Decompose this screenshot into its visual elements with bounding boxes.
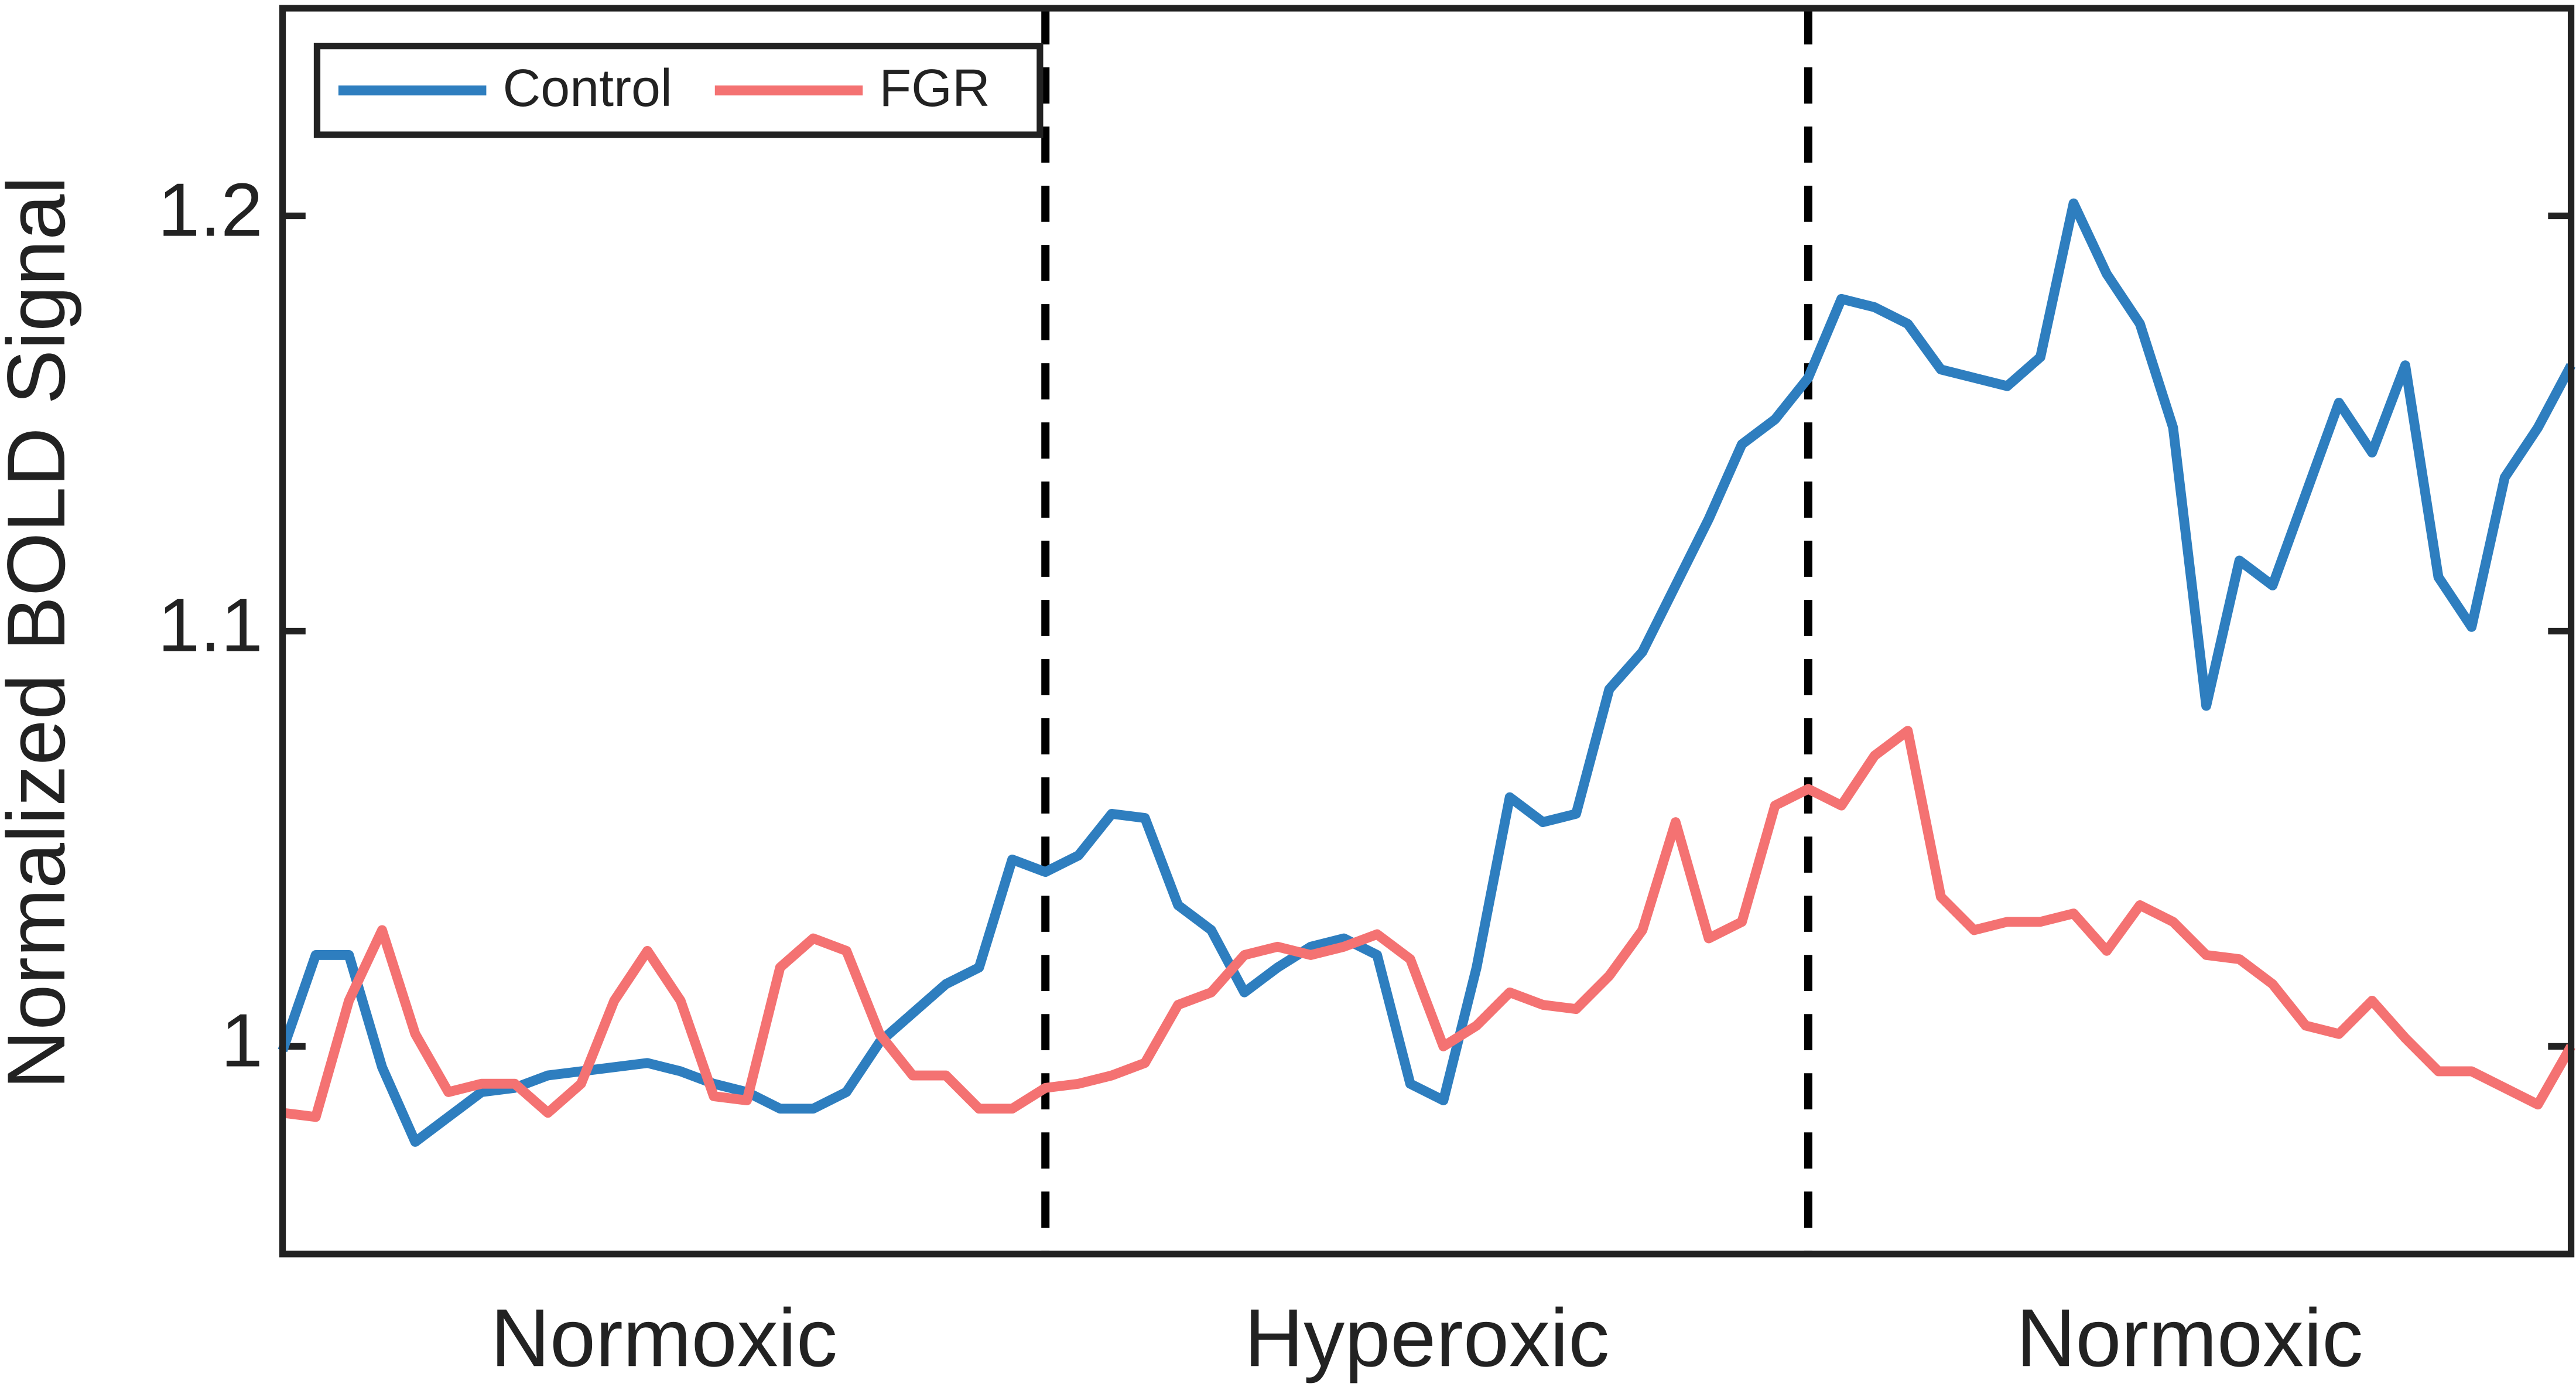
phase-label: Normoxic (491, 1292, 837, 1384)
series-line (278, 198, 2576, 1147)
plot-frame (279, 5, 2575, 1258)
legend-label: FGR (879, 59, 990, 118)
phase-label: Normoxic (2016, 1292, 2363, 1384)
y-axis-label: Normalized BOLD Signal (0, 176, 82, 1089)
phase-label: Hyperoxic (1244, 1292, 1610, 1384)
legend-box (313, 42, 1044, 138)
y-tick-label: 1.1 (158, 583, 262, 668)
legend-label: Control (502, 59, 672, 118)
series-line (282, 726, 2575, 1122)
y-tick-label: 1.2 (158, 168, 262, 252)
y-tick-label: 1 (221, 998, 263, 1082)
